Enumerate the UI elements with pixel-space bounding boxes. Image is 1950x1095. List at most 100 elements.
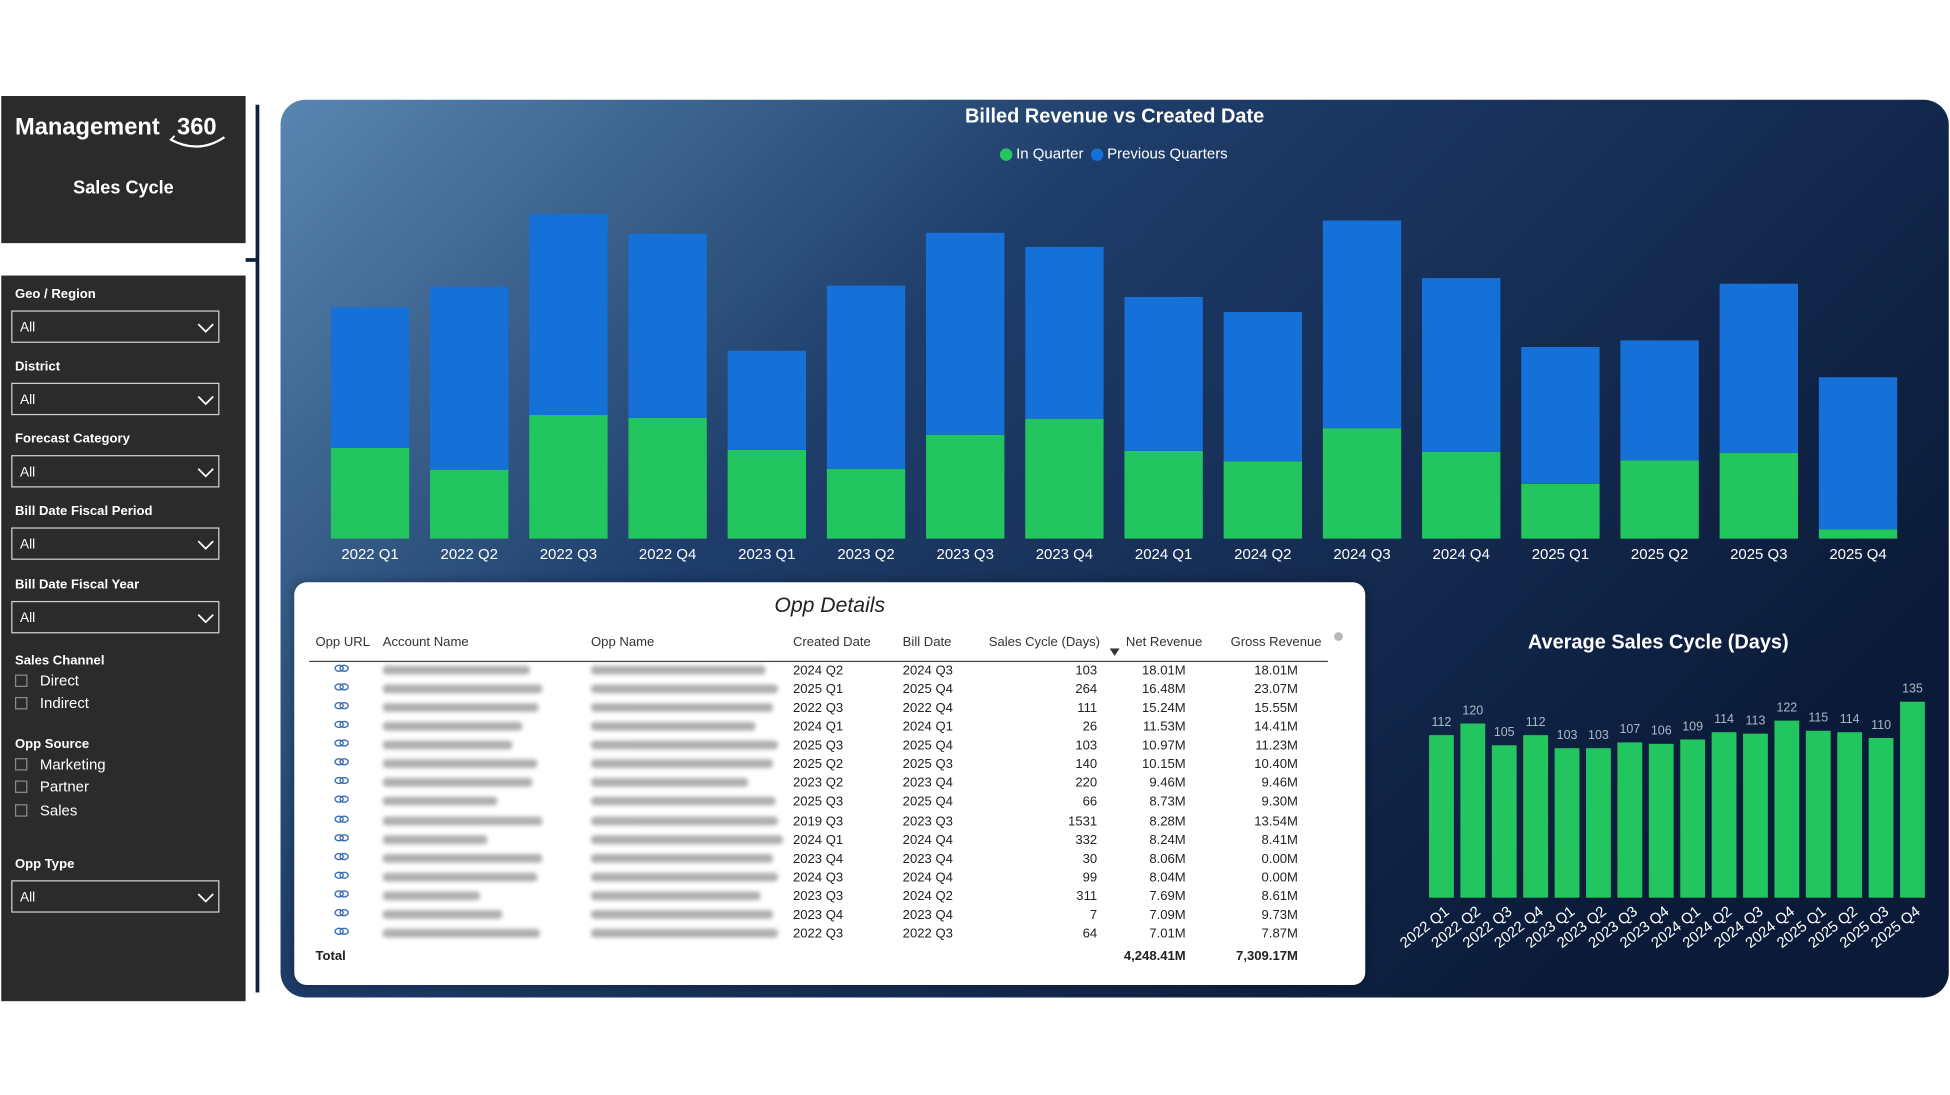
checkbox-label[interactable]: Indirect — [39, 694, 89, 713]
bar — [1743, 733, 1768, 898]
column-header[interactable]: Sales Cycle (Days) — [988, 634, 1101, 650]
link-icon[interactable] — [334, 682, 349, 692]
page-subtitle: Sales Cycle — [73, 178, 174, 199]
data-label: 109 — [1682, 719, 1703, 733]
column-header[interactable]: Net Revenue — [1125, 634, 1203, 650]
x-tick-label: 2024 Q3 — [1333, 546, 1390, 563]
blurred-cell — [382, 759, 538, 769]
bar — [1491, 745, 1517, 898]
table-cell: 1531 — [1068, 813, 1098, 829]
blurred-cell — [590, 665, 766, 675]
link-icon[interactable] — [334, 663, 349, 673]
filter-label: Bill Date Fiscal Year — [14, 577, 140, 593]
table-cell: 7 — [1089, 907, 1098, 923]
table-cell: 2025 Q1 — [792, 682, 844, 698]
dropdown[interactable]: All — [11, 600, 220, 634]
x-tick-label: 2023 Q1 — [738, 546, 795, 563]
table-cell: 2023 Q4 — [792, 851, 844, 867]
table-cell: 332 — [1075, 832, 1098, 848]
chevron — [197, 468, 214, 478]
chevron — [197, 323, 214, 333]
link-icon[interactable] — [334, 757, 349, 767]
dropdown[interactable]: All — [11, 455, 220, 488]
column-header[interactable]: Account Name — [382, 634, 469, 650]
x-tick-label: 2025 Q2 — [1631, 546, 1688, 563]
blurred-cell — [382, 722, 523, 731]
dropdown-value: All — [19, 392, 36, 408]
checkbox[interactable] — [14, 674, 28, 687]
bar-segment — [1818, 377, 1898, 530]
table-cell: 10.15M — [1142, 757, 1186, 773]
checkbox[interactable] — [14, 758, 28, 771]
app-title: Management — [14, 114, 160, 141]
table-cell: 9.73M — [1261, 907, 1298, 923]
link-icon[interactable] — [334, 832, 349, 842]
filter-label: Forecast Category — [14, 431, 130, 447]
table-cell: 0.00M — [1261, 851, 1298, 867]
blurred-cell — [382, 910, 503, 919]
bar — [1554, 748, 1580, 898]
link-icon[interactable] — [334, 738, 349, 748]
data-label: 103 — [1557, 728, 1578, 742]
column-header[interactable]: Opp Name — [590, 634, 655, 650]
bar — [1837, 732, 1863, 898]
column-header[interactable]: Opp URL — [315, 634, 371, 650]
data-label: 112 — [1431, 715, 1451, 729]
table-cell: 2024 Q1 — [792, 832, 844, 848]
link-icon[interactable] — [334, 701, 349, 711]
dropdown-value: All — [19, 890, 36, 906]
dropdown[interactable]: All — [11, 527, 220, 560]
dropdown[interactable]: All — [11, 880, 220, 913]
bar-segment — [430, 469, 509, 539]
blurred-cell — [590, 797, 776, 807]
link-icon[interactable] — [334, 889, 349, 899]
logo-swoosh — [169, 135, 226, 148]
link-icon[interactable] — [334, 908, 349, 918]
bar — [1680, 739, 1706, 898]
checkbox-label[interactable]: Marketing — [39, 755, 106, 774]
link-icon[interactable] — [334, 926, 349, 936]
scrollbar[interactable] — [1334, 632, 1343, 641]
table-cell: 2023 Q4 — [902, 776, 953, 791]
link-icon[interactable] — [334, 776, 349, 786]
bar — [1805, 730, 1831, 898]
bar — [1900, 701, 1925, 898]
link-icon[interactable] — [334, 851, 349, 861]
blurred-cell — [382, 928, 540, 938]
table-cell: 311 — [1076, 888, 1098, 904]
blurred-cell — [382, 665, 530, 675]
checkbox[interactable] — [14, 780, 28, 794]
table-cell: 14.41M — [1254, 719, 1298, 735]
checkbox-label[interactable]: Direct — [39, 672, 79, 690]
bar-segment — [1223, 312, 1302, 462]
link-icon[interactable] — [334, 814, 349, 824]
dropdown[interactable]: All — [11, 382, 220, 416]
link-icon[interactable] — [334, 720, 349, 730]
data-label: 135 — [1902, 682, 1923, 696]
link-icon[interactable] — [334, 795, 349, 805]
x-tick-label: 2023 Q2 — [837, 546, 894, 563]
x-tick-label: 2022 Q3 — [540, 546, 597, 563]
header-rule — [309, 660, 1328, 663]
column-header[interactable]: Created Date — [792, 634, 871, 650]
dropdown[interactable]: All — [11, 310, 220, 343]
table-cell: 9.46M — [1261, 776, 1298, 791]
bar-segment — [1719, 452, 1798, 539]
checkbox-label[interactable]: Partner — [39, 778, 89, 796]
x-tick-label: 2025 Q3 — [1730, 546, 1787, 563]
blurred-cell — [590, 722, 756, 731]
table-cell: 16.48M — [1142, 682, 1186, 698]
bar-segment — [1620, 340, 1699, 461]
checkbox[interactable] — [14, 803, 28, 817]
column-header[interactable]: Bill Date — [902, 634, 952, 650]
legend-swatch — [999, 148, 1013, 161]
data-label: 106 — [1651, 724, 1672, 738]
table-cell: 2024 Q3 — [792, 869, 844, 885]
link-icon[interactable] — [334, 870, 349, 880]
checkbox[interactable] — [14, 697, 28, 710]
table-cell: 15.24M — [1142, 700, 1186, 716]
column-header[interactable]: Gross Revenue — [1230, 634, 1322, 650]
checkbox-label[interactable]: Sales — [39, 801, 78, 819]
filter-label: District — [14, 359, 61, 375]
